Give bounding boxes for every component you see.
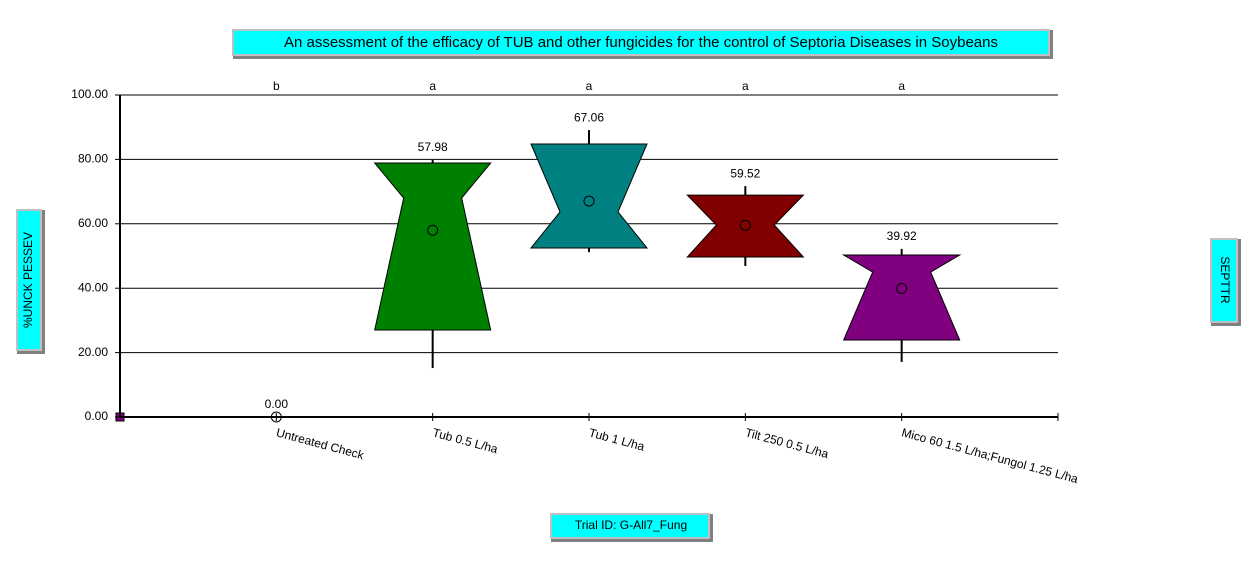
mean-label: 57.98 [418,140,448,154]
footer: Trial ID: G-All7_Fung [575,518,687,532]
x-tick-label: Tub 0.5 L/ha [431,425,500,456]
mean-marker [427,224,439,236]
group-letter: a [429,79,436,93]
x-tick-label: Untreated Check [275,425,367,462]
mean-label: 59.52 [730,166,760,180]
mean-label: 39.92 [887,229,917,243]
mean-marker [896,282,908,294]
right-axis-label: SEPTTR [1218,256,1232,304]
notched-box [373,162,492,331]
right-label-box: SEPTTR [1210,238,1241,326]
notched-box [841,254,962,341]
notched-box [686,194,805,258]
y-label-box: %UNCK PESSEV [16,209,45,354]
y-tick-label: 20.00 [78,345,108,359]
box-face [16,209,42,351]
group-letter: b [273,79,280,93]
chart-title: An assessment of the efficacy of TUB and… [284,34,998,51]
title-box: An assessment of the efficacy of TUB and… [232,29,1053,59]
mean-label: 67.06 [574,110,604,124]
x-tick-label: Tilt 250 0.5 L/ha [744,425,831,461]
group-letter: a [898,79,905,93]
x-tick-label: Mico 60 1.5 L/ha;Fungol 1.25 L/ha [900,425,1080,486]
mean-marker [583,195,595,207]
mean-label: 0.00 [265,397,289,411]
group-letter: a [586,79,593,93]
box-face [1210,238,1238,323]
y-tick-label: 40.00 [78,280,108,294]
y-tick-label: 80.00 [78,152,108,166]
mean-marker [270,411,282,423]
box-face [550,513,710,539]
y-axis-label: %UNCK PESSEV [21,232,35,328]
y-tick-label: 0.00 [85,409,109,423]
group-letter: a [742,79,749,93]
y-tick-label: 100.00 [71,87,108,101]
y-tick-label: 60.00 [78,216,108,230]
footer-box: Trial ID: G-All7_Fung [550,513,713,542]
mean-marker [739,219,751,231]
x-tick-label: Tub 1 L/ha [587,425,646,453]
box-face [232,29,1050,56]
